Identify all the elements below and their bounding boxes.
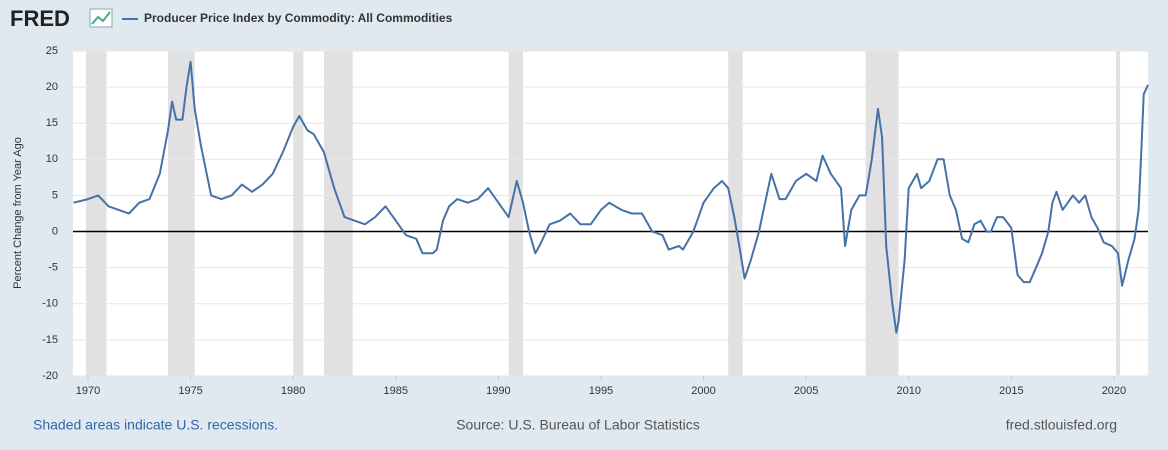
recession-band xyxy=(323,51,353,376)
x-tick-label: 1970 xyxy=(76,385,100,397)
y-tick-label: 5 xyxy=(52,189,58,201)
y-tick-label: -5 xyxy=(48,262,58,274)
y-axis-label: Percent Change from Year Ago xyxy=(12,137,24,289)
x-tick-label: 1990 xyxy=(486,385,510,397)
x-tick-label: 2000 xyxy=(691,385,715,397)
footer-note: Shaded areas indicate U.S. recessions. xyxy=(33,417,278,433)
legend-label: Producer Price Index by Commodity: All C… xyxy=(144,11,453,25)
footer-source: Source: U.S. Bureau of Labor Statistics xyxy=(456,417,700,433)
y-tick-label: -10 xyxy=(42,298,58,310)
x-tick-label: 2010 xyxy=(897,385,921,397)
y-tick-label: -20 xyxy=(42,370,58,382)
recession-band xyxy=(728,51,743,376)
footer-url: fred.stlouisfed.org xyxy=(1006,417,1117,433)
y-tick-label: 25 xyxy=(46,45,58,57)
x-tick-label: 1980 xyxy=(281,385,305,397)
logo-icon-line xyxy=(91,11,111,25)
x-tick-label: 2005 xyxy=(794,385,818,397)
recession-band xyxy=(293,51,304,376)
recession-band xyxy=(168,51,195,376)
x-tick-label: 1995 xyxy=(589,385,613,397)
logo-icon xyxy=(89,8,113,28)
x-tick-label: 2015 xyxy=(999,385,1023,397)
y-tick-label: 0 xyxy=(52,225,58,237)
x-tick-label: 1975 xyxy=(178,385,202,397)
x-tick-label: 1985 xyxy=(384,385,408,397)
x-tick-label: 2020 xyxy=(1102,385,1126,397)
y-tick-label: 20 xyxy=(46,81,58,93)
plot-area xyxy=(73,51,1148,376)
y-tick-label: -15 xyxy=(42,334,58,346)
recession-band xyxy=(508,51,523,376)
recession-band xyxy=(865,51,899,376)
logo: FRED xyxy=(10,6,70,31)
recession-band xyxy=(85,51,107,376)
series-line xyxy=(73,60,1149,334)
y-tick-label: 15 xyxy=(46,117,58,129)
recession-band xyxy=(1115,51,1121,376)
y-tick-label: 10 xyxy=(46,153,58,165)
